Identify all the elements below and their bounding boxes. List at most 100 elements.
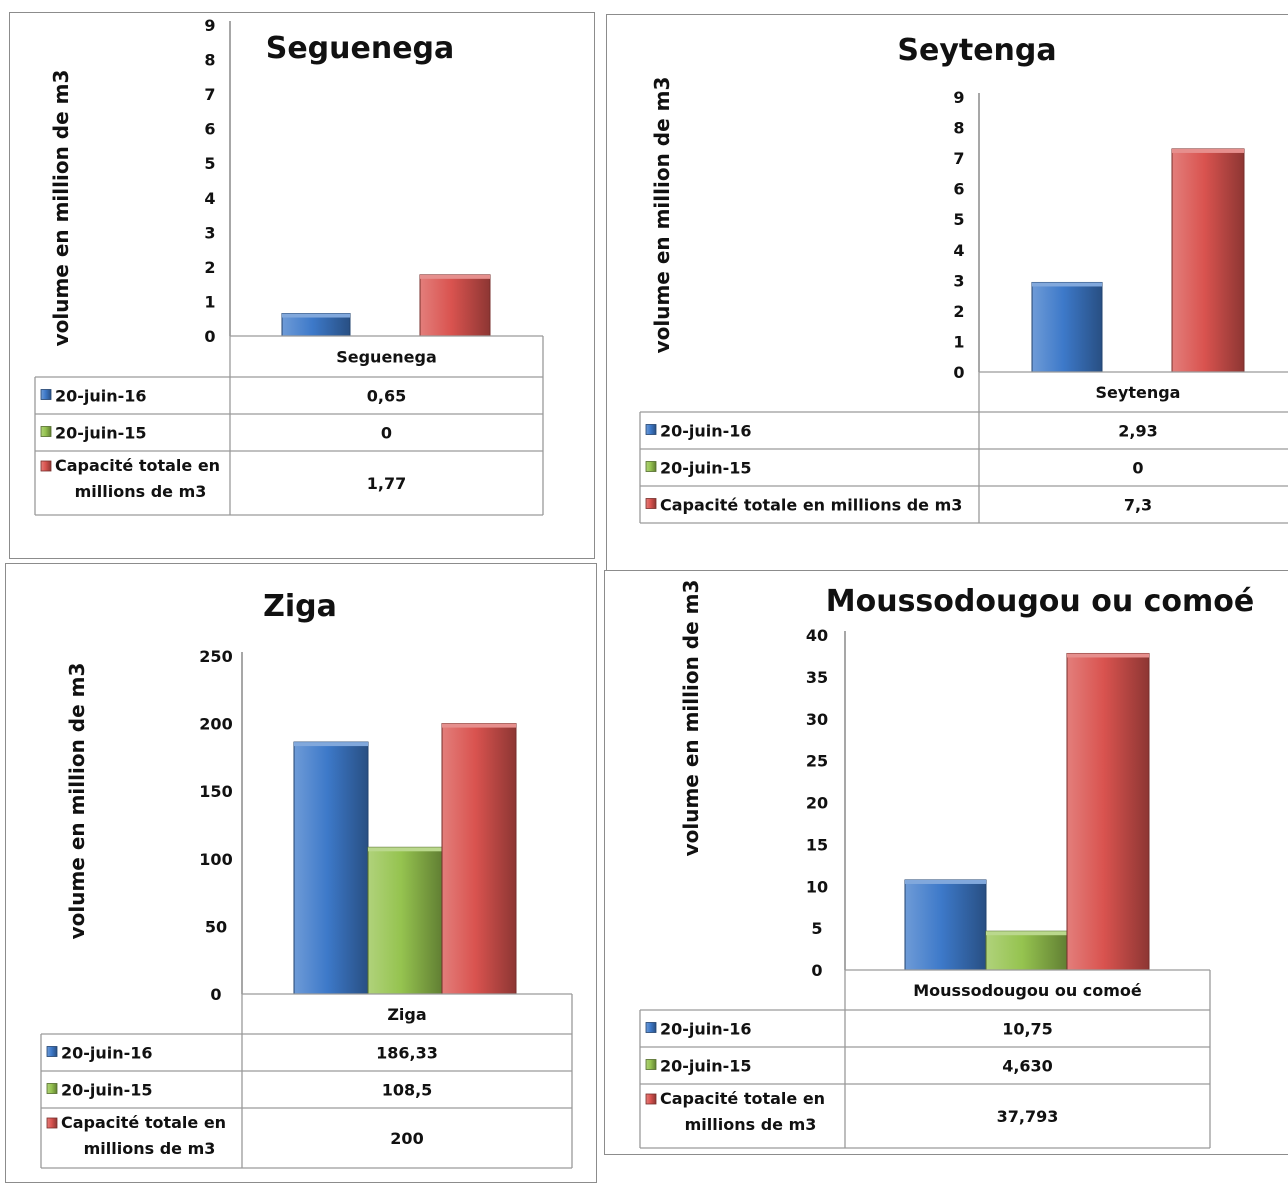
y-tick-label: 35 [806, 668, 828, 687]
chart-title: Moussodougou ou comoé [826, 584, 1255, 619]
bar-top-highlight [420, 274, 490, 279]
y-axis-label: volume en million de m3 [65, 663, 89, 940]
legend-swatch [46, 1046, 58, 1057]
chart-panel-seguenega: Seguenega volume en million de m3 0 1 2 3 4 5 6 7… [9, 12, 595, 559]
chart-panel-seytenga: Seytenga volume en million de m3 0 1 2 3 4 5 6 7 8… [606, 14, 1288, 574]
legend-label: 20-juin-16 [660, 1020, 752, 1039]
category-label: Seguenega [336, 348, 437, 367]
bar-20-juin-16 [1031, 281, 1103, 373]
data-value-label: 4,630 [1002, 1057, 1053, 1076]
chart-panel-moussodougou: Moussodougou ou comoé volume en million d… [604, 570, 1288, 1155]
y-tick-label: 5 [953, 210, 964, 229]
data-value-label: 0 [1132, 459, 1143, 478]
legend-label: 20-juin-15 [61, 1081, 153, 1100]
y-tick-label: 100 [199, 850, 232, 869]
y-tick-label: 4 [953, 241, 964, 260]
bar-top-highlight [368, 847, 442, 852]
y-tick-label: 5 [811, 919, 822, 938]
bar-20-juin-16 [293, 741, 369, 995]
bar-top-highlight [905, 879, 986, 884]
legend-label: 20-juin-15 [660, 459, 752, 478]
legend-swatch [645, 424, 657, 435]
y-tick-label: 40 [806, 626, 828, 645]
legend-swatch [40, 460, 52, 472]
y-tick-label: 6 [953, 180, 964, 199]
legend-label: 20-juin-16 [55, 387, 147, 406]
y-axis-label: volume en million de m3 [650, 77, 674, 354]
data-value-label: 2,93 [1118, 422, 1157, 441]
y-tick-label: 9 [953, 88, 964, 107]
bar-capacité [419, 274, 491, 337]
legend-label-line: millions de m3 [84, 1139, 216, 1158]
bar-top-highlight [1172, 148, 1244, 153]
y-tick-label: 7 [953, 149, 964, 168]
bar-20-juin-16 [904, 879, 987, 971]
y-tick-label: 2 [204, 258, 215, 277]
data-value-label: 10,75 [1002, 1020, 1053, 1039]
bar-top-highlight [986, 931, 1067, 936]
chart-svg-moussodougou: Moussodougou ou comoé volume en million d… [639, 580, 1255, 1149]
y-tick-label: 3 [953, 271, 964, 290]
category-label: Ziga [387, 1005, 426, 1024]
y-tick-label: 3 [204, 223, 215, 242]
y-tick-label: 15 [806, 835, 828, 854]
y-tick-label: 25 [806, 752, 828, 771]
data-value-label: 37,793 [997, 1107, 1059, 1126]
y-tick-label: 7 [204, 85, 215, 104]
y-tick-label: 5 [204, 154, 215, 173]
legend-label: 20-juin-15 [55, 424, 147, 443]
y-tick-label: 0 [811, 961, 822, 980]
y-tick-label: 50 [205, 917, 227, 936]
legend-label: 20-juin-15 [660, 1057, 752, 1076]
chart-panel-ziga: Ziga volume en million de m3 0 50 100 150 200 2… [5, 563, 597, 1183]
legend-swatch [645, 461, 657, 472]
bar-20-juin-15 [367, 846, 443, 995]
legend-label: Capacité totale en millions de m3 [660, 1089, 825, 1134]
legend-label-line: Capacité totale en [61, 1113, 226, 1132]
bar-top-highlight [282, 313, 350, 318]
bar-top-highlight [1032, 282, 1102, 287]
legend-swatch [40, 389, 52, 400]
legend-label: Capacité totale en millions de m3 [660, 496, 962, 515]
y-tick-label: 2 [953, 302, 964, 321]
y-tick-label: 8 [204, 51, 215, 70]
y-tick-label: 150 [199, 782, 232, 801]
legend-label-line: Capacité totale en [55, 456, 220, 475]
bar-top-highlight [294, 742, 368, 747]
chart-svg-seytenga: Seytenga volume en million de m3 0 1 2 3 4 5 6 7 8… [639, 33, 1288, 524]
chart-svg-ziga: Ziga volume en million de m3 0 50 100 150 200 2… [40, 589, 573, 1169]
bar-capacité [1171, 148, 1245, 373]
data-value-label: 200 [390, 1129, 423, 1148]
y-tick-label: 0 [210, 985, 221, 1004]
legend-swatch [645, 1093, 657, 1105]
bar-20-juin-15 [985, 930, 1068, 971]
y-tick-label: 1 [953, 332, 964, 351]
data-value-label: 0 [381, 424, 392, 443]
y-axis-label: volume en million de m3 [679, 580, 703, 857]
legend-swatch [40, 426, 52, 437]
legend-label: Capacité totale en millions de m3 [61, 1113, 226, 1158]
data-value-label: 108,5 [382, 1081, 433, 1100]
legend-swatch [46, 1083, 58, 1094]
y-tick-label: 8 [953, 119, 964, 138]
data-value-label: 186,33 [376, 1044, 438, 1063]
y-tick-label: 1 [204, 292, 215, 311]
y-tick-label: 10 [806, 877, 828, 896]
y-axis-label: volume en million de m3 [49, 70, 73, 347]
y-tick-label: 30 [806, 710, 828, 729]
legend-swatch [645, 498, 657, 509]
bar-capacité [441, 723, 517, 995]
bar-top-highlight [442, 723, 516, 728]
data-value-label: 0,65 [367, 387, 406, 406]
legend-label: 20-juin-16 [61, 1044, 153, 1063]
bar-capacité [1066, 652, 1150, 971]
y-tick-label: 20 [806, 794, 828, 813]
y-tick-label: 9 [204, 16, 215, 35]
legend-swatch [46, 1117, 58, 1129]
legend-label-line: Capacité totale en [660, 1089, 825, 1108]
bar-top-highlight [1067, 653, 1149, 658]
legend-label: Capacité totale en millions de m3 [55, 456, 220, 501]
legend-label: 20-juin-16 [660, 422, 752, 441]
category-label: Moussodougou ou comoé [913, 981, 1142, 1000]
chart-title: Seytenga [897, 33, 1056, 68]
